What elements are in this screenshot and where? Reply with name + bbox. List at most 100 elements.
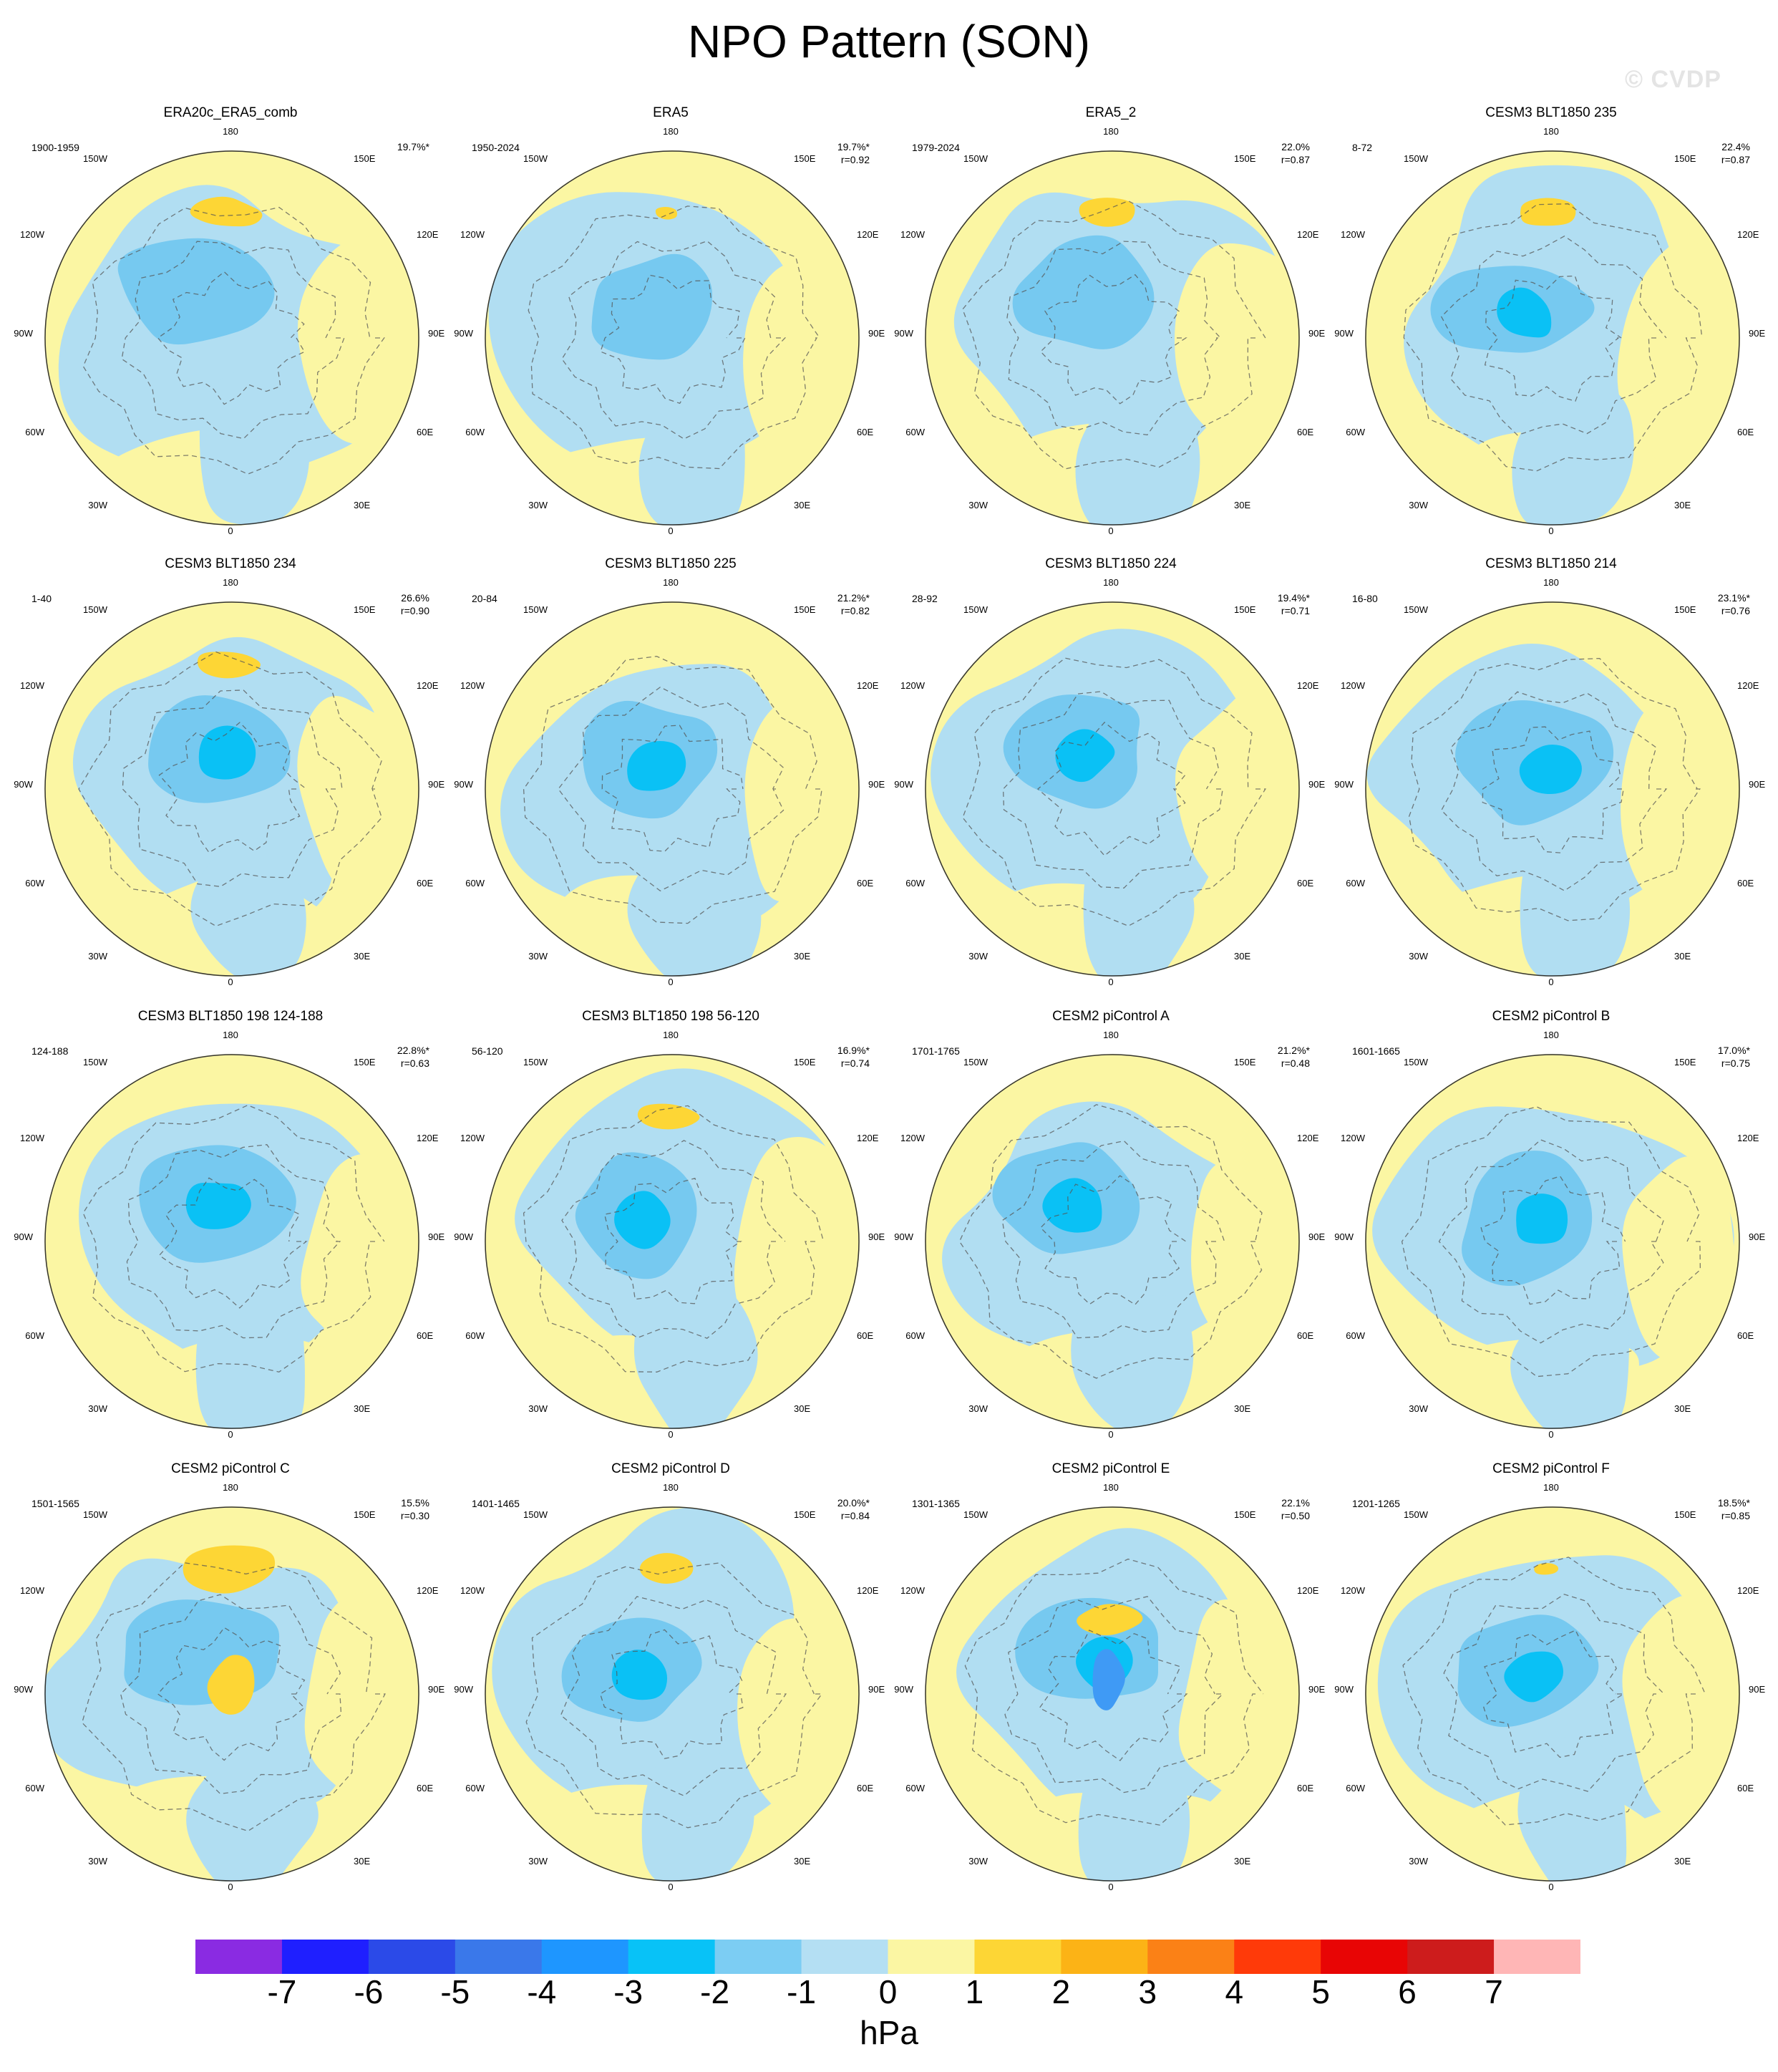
longitude-label: 120E bbox=[1297, 1585, 1319, 1596]
map-boundary bbox=[44, 1506, 419, 1882]
longitude-label: 30W bbox=[1409, 500, 1428, 510]
panel-title: CESM3 BLT1850 235 bbox=[1485, 105, 1617, 120]
longitude-label: 60E bbox=[1297, 878, 1314, 889]
panel-variance-pct: 22.4% bbox=[1721, 141, 1750, 153]
longitude-label: 0 bbox=[1548, 977, 1554, 987]
longitude-label: 90E bbox=[1308, 779, 1326, 790]
coastline bbox=[82, 1104, 385, 1373]
positive-anomaly-core bbox=[655, 207, 677, 220]
positive-anomaly-region bbox=[1191, 1161, 1297, 1375]
coastline bbox=[1408, 657, 1701, 921]
colorbar-segment bbox=[368, 1940, 456, 1974]
longitude-label: 150E bbox=[794, 1057, 816, 1068]
longitude-label: 60E bbox=[857, 427, 874, 437]
negative-anomaly-core bbox=[185, 1182, 251, 1229]
coastline bbox=[78, 651, 383, 927]
longitude-label: 150W bbox=[83, 604, 107, 615]
map-panel: CESM3 BLT1850 225 20-84 21.2%* r=0.82 180 0 15… bbox=[454, 551, 885, 1010]
colorbar-tick-label: 6 bbox=[1398, 1973, 1417, 2010]
longitude-label: 30E bbox=[1674, 951, 1691, 962]
polar-map bbox=[925, 1506, 1300, 1882]
longitude-label: 150W bbox=[963, 153, 988, 164]
longitude-label: 30W bbox=[528, 1856, 548, 1867]
longitude-label: 150W bbox=[963, 604, 988, 615]
panel-pattern-correlation: r=0.85 bbox=[1721, 1510, 1750, 1521]
positive-anomaly-core bbox=[1520, 198, 1576, 226]
longitude-label: 90W bbox=[454, 328, 473, 339]
map-boundary bbox=[485, 1506, 860, 1882]
longitude-label: 30E bbox=[794, 951, 811, 962]
panel-title: CESM3 BLT1850 214 bbox=[1485, 556, 1617, 571]
panel-title: CESM2 piControl E bbox=[1051, 1461, 1170, 1476]
negative-anomaly-region bbox=[1071, 1294, 1194, 1429]
map-contours bbox=[925, 601, 1300, 977]
panel-variance-pct: 19.4%* bbox=[1277, 592, 1310, 604]
panel-variance-stats: 22.8%* r=0.63 bbox=[397, 1044, 429, 1070]
colorbar-tick-label: -7 bbox=[267, 1973, 297, 2010]
colorbar-units: hPa bbox=[860, 2014, 918, 2051]
longitude-label: 150E bbox=[1234, 1509, 1256, 1520]
polar-map bbox=[44, 150, 419, 526]
longitude-label: 0 bbox=[228, 977, 233, 987]
longitude-label: 150E bbox=[354, 153, 376, 164]
longitude-label: 120E bbox=[857, 229, 879, 240]
positive-anomaly-region bbox=[304, 1592, 415, 1800]
panel-variance-pct: 22.1% bbox=[1281, 1497, 1310, 1509]
longitude-label: 120W bbox=[20, 229, 44, 240]
negative-anomaly-region bbox=[190, 838, 306, 977]
panel-variance-pct: 22.8%* bbox=[397, 1045, 429, 1056]
panel-variance-stats: 26.6% r=0.90 bbox=[401, 591, 429, 617]
panel-title: ERA5 bbox=[653, 105, 689, 120]
longitude-label: 180 bbox=[663, 1030, 679, 1040]
map-panel: CESM3 BLT1850 234 1-40 26.6% r=0.90 180 0 150W… bbox=[14, 551, 445, 1010]
longitude-label: 120E bbox=[417, 1133, 439, 1143]
positive-anomaly-core bbox=[183, 1545, 276, 1594]
panel-period: 16-80 bbox=[1352, 593, 1378, 604]
longitude-label: 120E bbox=[1737, 1133, 1759, 1143]
map-boundary bbox=[485, 1054, 860, 1429]
coastline bbox=[523, 1105, 825, 1373]
panel-variance-pct: 21.2%* bbox=[1277, 1045, 1310, 1056]
longitude-label: 60E bbox=[857, 1330, 874, 1341]
map-contours bbox=[1365, 150, 1740, 526]
longitude-label: 120W bbox=[900, 680, 925, 691]
positive-anomaly-region bbox=[1622, 1156, 1736, 1365]
longitude-label: 0 bbox=[1108, 1429, 1114, 1440]
longitude-label: 30W bbox=[1409, 1856, 1428, 1867]
panel-title: CESM2 piControl B bbox=[1492, 1009, 1611, 1024]
longitude-label: 0 bbox=[1548, 1882, 1554, 1892]
longitude-label: 60W bbox=[905, 878, 925, 889]
map-panel: ERA5 1950-2024 19.7%* r=0.92 180 0 150W 120W 90W… bbox=[454, 100, 885, 558]
longitude-label: 60W bbox=[905, 427, 925, 437]
panel-variance-pct: 20.0%* bbox=[837, 1497, 870, 1509]
longitude-label: 150E bbox=[1234, 1057, 1256, 1068]
positive-anomaly-region bbox=[301, 1153, 419, 1368]
coastline bbox=[962, 200, 1266, 470]
longitude-label: 60W bbox=[25, 427, 44, 437]
panel-pattern-correlation: r=0.71 bbox=[1281, 605, 1310, 616]
longitude-label: 60W bbox=[465, 878, 485, 889]
panel-pattern-correlation: r=0.87 bbox=[1281, 154, 1310, 165]
polar-map bbox=[1365, 1054, 1740, 1429]
negative-anomaly-region bbox=[1520, 827, 1631, 977]
colorbar-tick-label: 1 bbox=[965, 1973, 984, 2010]
longitude-label: 30E bbox=[1234, 1403, 1251, 1414]
panel-title: CESM2 piControl C bbox=[171, 1461, 290, 1476]
longitude-label: 150W bbox=[523, 1057, 548, 1068]
map-contours bbox=[485, 150, 860, 526]
panel-period: 28-92 bbox=[912, 593, 938, 604]
longitude-label: 150E bbox=[1234, 604, 1256, 615]
longitude-label: 0 bbox=[228, 526, 233, 536]
panel-period: 124-188 bbox=[31, 1045, 69, 1057]
longitude-label: 30W bbox=[968, 951, 988, 962]
longitude-label: 120E bbox=[857, 680, 879, 691]
longitude-label: 90W bbox=[14, 1684, 33, 1695]
panel-period: 1-40 bbox=[31, 593, 52, 604]
longitude-label: 90W bbox=[1334, 328, 1354, 339]
colorbar-tick-label: 5 bbox=[1311, 1973, 1330, 2010]
longitude-label: 120E bbox=[417, 1585, 439, 1596]
longitude-label: 60W bbox=[1346, 878, 1365, 889]
map-contours bbox=[485, 1506, 860, 1882]
longitude-label: 0 bbox=[228, 1882, 233, 1892]
coastline bbox=[964, 1558, 1264, 1826]
